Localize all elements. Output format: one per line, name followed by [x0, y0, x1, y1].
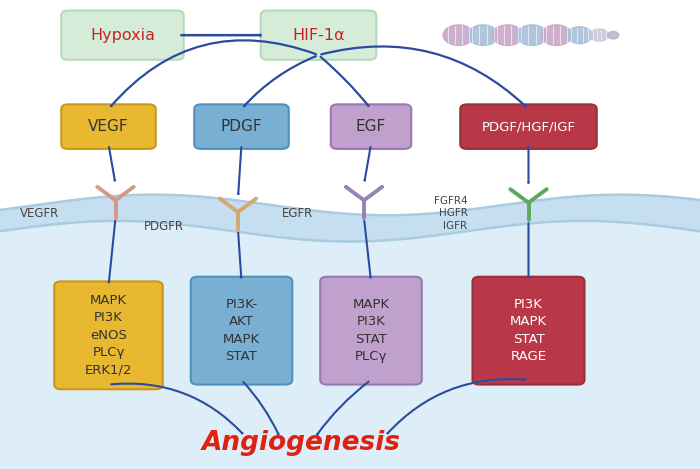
FancyBboxPatch shape	[194, 105, 288, 149]
FancyBboxPatch shape	[260, 11, 377, 60]
Text: PDGFR: PDGFR	[144, 219, 183, 233]
FancyBboxPatch shape	[330, 105, 412, 149]
FancyBboxPatch shape	[321, 277, 421, 385]
FancyBboxPatch shape	[473, 277, 584, 385]
Text: Hypoxia: Hypoxia	[90, 28, 155, 43]
Circle shape	[590, 29, 608, 41]
Circle shape	[541, 25, 572, 45]
Circle shape	[492, 25, 523, 45]
Circle shape	[517, 25, 547, 45]
FancyBboxPatch shape	[461, 105, 596, 149]
Text: HIF-1α: HIF-1α	[292, 28, 345, 43]
Text: EGFR: EGFR	[282, 207, 314, 220]
Text: FGFR4
HGFR
IGFR: FGFR4 HGFR IGFR	[434, 196, 468, 231]
Circle shape	[443, 25, 474, 45]
Circle shape	[468, 25, 498, 45]
Text: PI3K
MAPK
STAT
RAGE: PI3K MAPK STAT RAGE	[510, 298, 547, 363]
FancyBboxPatch shape	[62, 11, 183, 60]
FancyBboxPatch shape	[62, 105, 156, 149]
Circle shape	[608, 31, 619, 39]
FancyBboxPatch shape	[55, 281, 162, 389]
FancyBboxPatch shape	[190, 277, 293, 385]
Text: MAPK
PI3K
STAT
PLCγ: MAPK PI3K STAT PLCγ	[352, 298, 390, 363]
Text: PI3K-
AKT
MAPK
STAT: PI3K- AKT MAPK STAT	[223, 298, 260, 363]
Text: PDGF: PDGF	[220, 119, 262, 134]
Text: Angiogenesis: Angiogenesis	[202, 430, 400, 456]
Text: VEGFR: VEGFR	[20, 207, 60, 220]
Text: EGF: EGF	[356, 119, 386, 134]
Circle shape	[567, 27, 592, 44]
Text: PDGF/HGF/IGF: PDGF/HGF/IGF	[482, 120, 575, 133]
Text: MAPK
PI3K
eNOS
PLCγ
ERK1/2: MAPK PI3K eNOS PLCγ ERK1/2	[85, 294, 132, 377]
Text: VEGF: VEGF	[88, 119, 129, 134]
